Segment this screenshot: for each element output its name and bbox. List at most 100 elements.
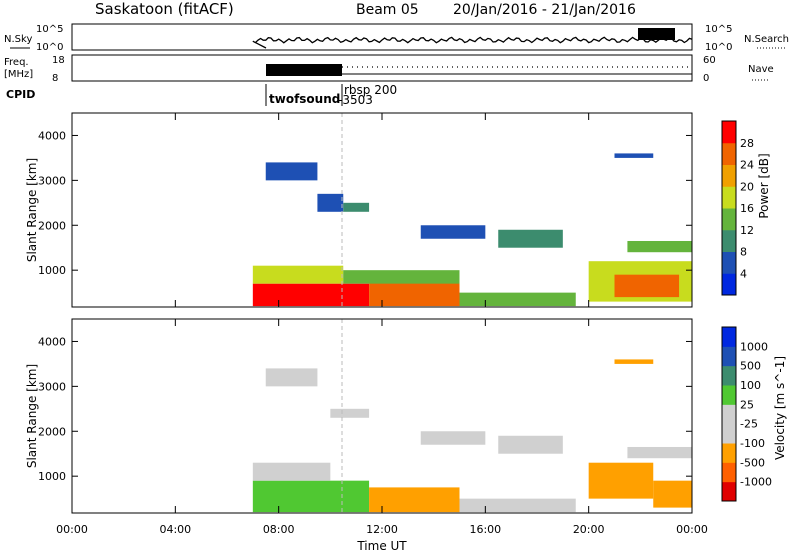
colorbar-tick-label: -25	[740, 418, 758, 431]
y-tick-label: 1000	[38, 264, 66, 277]
colorbar-tick-label: -100	[740, 437, 765, 450]
nsky-trace	[252, 36, 693, 49]
nsky-tick-bottom: 10^0	[36, 42, 63, 53]
y-tick-label: 3000	[38, 380, 66, 393]
y-tick-label: 4000	[38, 129, 66, 142]
colorbar-tick-label: 12	[740, 224, 754, 237]
nsearch-tick-top: 10^5	[705, 24, 732, 35]
colorbar-tick-label: 28	[740, 137, 754, 150]
colorbar-segment	[722, 164, 736, 187]
station-title: Saskatoon (fitACF)	[95, 0, 234, 18]
beam-label: Beam 05	[356, 2, 419, 18]
nave-tick-bottom: 0	[703, 73, 709, 84]
x-tick-label: 04:00	[159, 523, 191, 536]
colorbar-segment	[722, 327, 736, 347]
y-tick-label: 2000	[38, 219, 66, 232]
cpid-name-2: rbsp 200	[344, 83, 397, 97]
colorbar-tick-label: 16	[740, 202, 754, 215]
data-region	[614, 359, 654, 364]
data-region	[265, 368, 318, 387]
colorbar-segment	[722, 229, 736, 252]
time-axis: 00:00 04:00 08:00 12:00 16:00 20:00 00:00	[56, 113, 708, 536]
data-region	[627, 240, 692, 253]
y-tick-label: 4000	[38, 335, 66, 348]
data-region	[614, 153, 654, 158]
colorbar-tick-label: 8	[740, 246, 747, 259]
data-region	[369, 487, 460, 513]
y-tick-label: 3000	[38, 174, 66, 187]
nave-tick-top: 60	[703, 55, 716, 66]
colorbar-tick-label: 500	[740, 360, 761, 373]
freq-panel	[71, 54, 693, 82]
data-region	[498, 229, 563, 248]
data-region	[459, 292, 576, 307]
data-region	[343, 202, 370, 212]
colorbar-segment	[722, 142, 736, 165]
colorbar-tick-label: 4	[740, 267, 747, 280]
data-region	[498, 435, 563, 454]
cpid-label: CPID	[6, 88, 35, 101]
power-y-axis: 1000 2000 3000 4000	[38, 129, 692, 277]
colorbar-tick-label: 100	[740, 379, 761, 392]
data-region	[420, 225, 486, 239]
colorbar-tick-label: 20	[740, 180, 754, 193]
data-region	[252, 265, 344, 284]
data-region	[343, 270, 460, 284]
nsky-panel	[71, 23, 693, 51]
x-tick-label: 00:00	[676, 523, 708, 536]
velocity-data	[252, 359, 692, 513]
colorbar-segment	[722, 462, 736, 483]
nsearch-tick-bottom: 10^0	[705, 42, 732, 53]
colorbar-segment	[722, 251, 736, 274]
velocity-colorbar: -1000 -500 -100 -25 25 100 500 1000	[721, 326, 772, 502]
colorbar-segment	[722, 121, 736, 144]
power-panel: 1000 2000 3000 4000 Slant Range [km] 4 8 12 16…	[25, 112, 771, 308]
data-region	[653, 480, 692, 508]
colorbar-tick-label: -500	[740, 456, 765, 469]
colorbar-tick-label: 24	[740, 159, 754, 172]
colorbar-segment	[722, 404, 736, 425]
power-colorbar-label: Power [dB]	[757, 153, 771, 218]
data-region	[369, 281, 460, 307]
colorbar-frame	[721, 326, 737, 502]
velocity-panel: 1000 2000 3000 4000 Slant Range [km] -1000 -…	[25, 318, 787, 514]
colorbar-segment	[722, 385, 736, 405]
colorbar-segment	[722, 365, 736, 386]
velocity-y-axis: 1000 2000 3000 4000	[38, 335, 692, 483]
cpid-name-1: twofsound	[269, 92, 340, 106]
date-range: 20/Jan/2016 - 21/Jan/2016	[453, 2, 636, 18]
data-region	[330, 408, 370, 418]
power-colorbar: 4 8 12 16 20 24 28	[721, 120, 754, 296]
colorbar-segment	[722, 346, 736, 367]
colorbar-segment	[722, 443, 736, 463]
x-tick-label: 12:00	[366, 523, 398, 536]
colorbar-segment	[722, 186, 736, 209]
y-tick-label: 1000	[38, 470, 66, 483]
colorbar-segment	[722, 423, 736, 444]
data-region	[627, 446, 692, 459]
velocity-y-label: Slant Range [km]	[25, 364, 39, 468]
power-y-label: Slant Range [km]	[25, 158, 39, 262]
colorbar-segment	[722, 481, 736, 502]
data-region	[265, 162, 318, 181]
data-region	[252, 480, 370, 513]
colorbar-segment	[722, 273, 736, 296]
nave-label: Nave	[748, 64, 774, 75]
data-region	[317, 193, 344, 212]
data-region	[614, 274, 680, 298]
x-tick-label: 20:00	[573, 523, 605, 536]
colorbar-tick-label: -1000	[740, 476, 772, 489]
data-region	[420, 431, 486, 445]
data-region	[459, 498, 576, 513]
cpid-number-1: -3503	[338, 93, 373, 107]
freq-dense-block	[266, 64, 342, 76]
x-tick-label: 00:00	[56, 523, 88, 536]
freq-tick-bottom: 8	[52, 73, 58, 84]
nsky-tick-top: 10^5	[36, 24, 63, 35]
data-region	[252, 283, 370, 307]
power-data	[252, 153, 692, 307]
colorbar-tick-label: 25	[740, 398, 754, 411]
y-tick-label: 2000	[38, 425, 66, 438]
